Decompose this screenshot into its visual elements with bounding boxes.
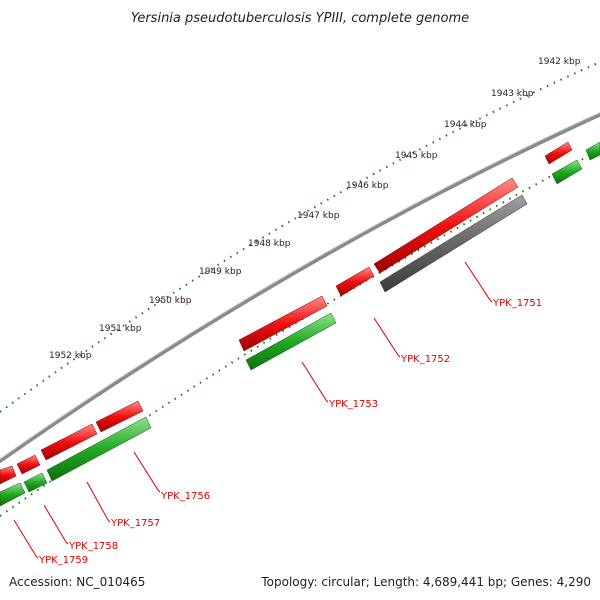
outer-tick-ring [0,61,600,413]
forward-gene[interactable] [95,400,144,433]
gene-label[interactable]: YPK_1759 [38,555,88,566]
reverse-gene[interactable] [245,312,337,371]
gene-label[interactable]: YPK_1756 [160,491,210,502]
kbp-tick-label: 1950 kbp [149,296,192,306]
kbp-tick-label: 1952 kbp [49,351,92,361]
kbp-tick-label: 1945 kbp [395,151,438,161]
leader-line [464,261,493,303]
reverse-gene[interactable] [46,416,152,482]
leader-line [133,451,161,493]
gene-label[interactable]: YPK_1753 [328,399,378,410]
leader-line [43,504,69,545]
kbp-tick-label: 1943 kbp [491,89,534,99]
gene-labels: YPK_1751 YPK_1752 YPK_1753 YPK_1756 YPK_… [38,298,542,566]
gene-label[interactable]: YPK_1752 [400,354,450,365]
reverse-gene[interactable] [0,482,26,507]
forward-gene[interactable] [16,454,41,475]
kbp-tick-label: 1944 kbp [444,120,487,130]
gene-label[interactable]: YPK_1751 [492,298,542,309]
kbp-tick-label: 1949 kbp [199,267,242,277]
kbp-axis: 1942 kbp 1943 kbp 1944 kbp 1945 kbp 1946… [49,57,581,361]
kbp-tick-label: 1951 kbp [99,324,142,334]
leader-line [373,317,401,358]
forward-gene[interactable] [0,465,17,485]
pseudo-gene[interactable] [379,194,528,293]
kbp-tick-label: 1942 kbp [538,57,581,67]
forward-gene[interactable] [335,266,375,297]
forward-gene[interactable] [373,177,519,274]
forward-gene[interactable] [238,295,328,352]
gene-label[interactable]: YPK_1757 [110,518,160,529]
kbp-tick-label: 1946 kbp [346,181,389,191]
reverse-gene[interactable] [585,141,600,161]
forward-strand-track [0,141,573,485]
genome-backbone-highlight [0,112,600,460]
leader-line [13,519,39,559]
forward-gene[interactable] [40,423,98,461]
reverse-gene[interactable] [551,159,583,185]
leader-line [86,481,111,523]
reverse-gene[interactable] [23,472,48,493]
genome-backbone [0,112,600,464]
leader-line [301,361,329,403]
gene-label[interactable]: YPK_1758 [68,541,118,552]
forward-gene[interactable] [544,141,573,165]
genome-summary-text: Topology: circular; Length: 4,689,441 bp… [260,575,591,589]
kbp-tick-label: 1947 kbp [297,211,340,221]
map-title: Yersinia pseudotuberculosis YPIII, compl… [131,11,469,26]
accession-text: Accession: NC_010465 [9,575,145,589]
label-leaders [13,261,493,559]
kbp-tick-label: 1948 kbp [248,239,291,249]
reverse-strand-track [0,141,600,507]
